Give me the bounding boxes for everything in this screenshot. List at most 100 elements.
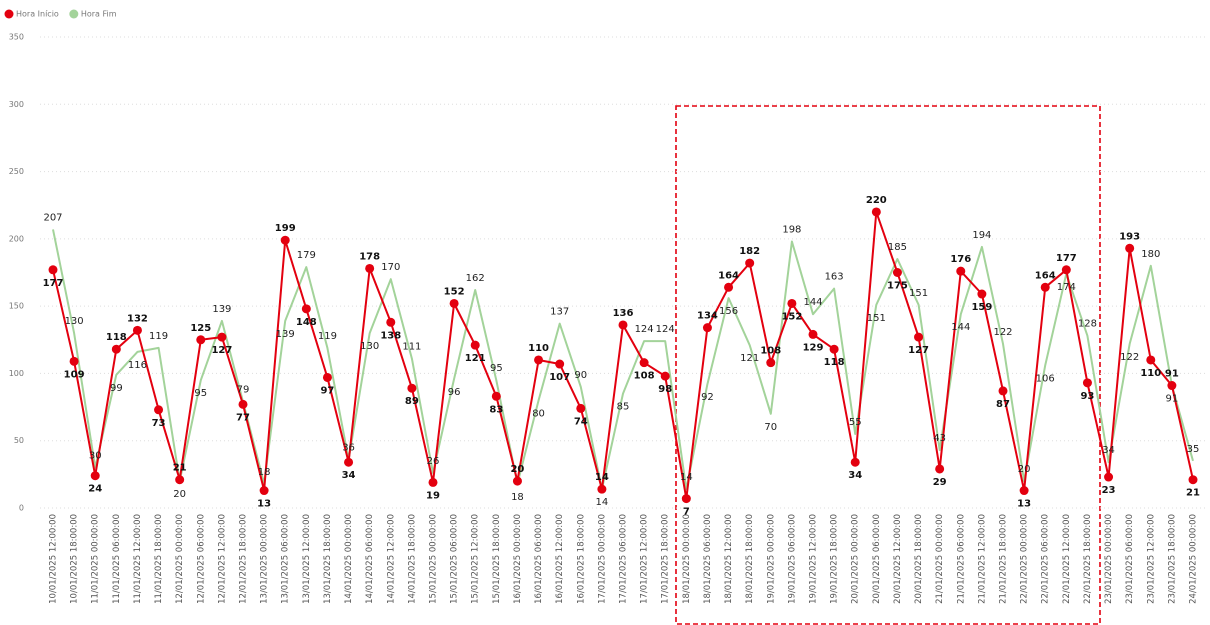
x-tick-label: 22/01/2025 06:00:00 [1041,514,1051,604]
data-label: 21 [1186,488,1200,499]
x-tick-label: 11/01/2025 06:00:00 [112,514,122,604]
x-tick-label: 14/01/2025 12:00:00 [386,514,396,604]
x-tick-label: 12/01/2025 00:00:00 [175,514,185,604]
data-label: 151 [867,313,886,324]
data-label: 55 [849,417,862,428]
data-label: 110 [528,343,549,354]
data-label: 159 [971,302,992,313]
x-tick-label: 14/01/2025 00:00:00 [344,514,354,604]
point-marker [745,258,755,268]
point-marker [111,344,121,354]
x-tick-label: 13/01/2025 00:00:00 [260,514,270,604]
data-label: 14 [596,497,609,508]
data-label: 121 [740,353,759,364]
data-label: 182 [739,246,760,257]
data-label: 90 [574,370,587,381]
data-label: 19 [426,490,440,501]
x-tick-label: 17/01/2025 00:00:00 [597,514,607,604]
data-label: 109 [64,369,85,380]
point-marker [344,457,354,467]
x-tick-label: 21/01/2025 18:00:00 [999,514,1009,604]
data-label: 97 [320,385,334,396]
data-label: 108 [634,371,655,382]
x-tick-label: 15/01/2025 18:00:00 [492,514,502,604]
x-tick-label: 15/01/2025 12:00:00 [471,514,481,604]
data-label: 122 [993,327,1012,338]
point-marker [407,383,417,393]
data-label: 20 [510,464,524,475]
point-marker [175,475,185,485]
data-label: 98 [658,384,672,395]
data-label: 43 [933,433,946,444]
data-label: 130 [360,341,379,352]
point-marker [914,332,924,342]
x-tick-label: 23/01/2025 12:00:00 [1146,514,1156,604]
data-label: 95 [194,388,207,399]
data-label: 34 [1102,445,1115,456]
point-marker [512,476,522,486]
data-label: 144 [951,322,970,333]
x-tick-label: 11/01/2025 00:00:00 [91,514,101,604]
data-label: 34 [342,470,356,481]
data-label: 89 [405,396,419,407]
point-marker [1167,381,1177,391]
x-tick-label: 21/01/2025 00:00:00 [935,514,945,604]
data-label: 13 [257,499,271,510]
data-label: 138 [380,330,401,341]
y-tick-label: 0 [19,504,24,513]
x-tick-label: 19/01/2025 00:00:00 [766,514,776,604]
data-label: 18 [258,467,271,478]
point-marker [956,266,966,276]
x-tick-label: 20/01/2025 00:00:00 [851,514,861,604]
x-tick-label: 23/01/2025 00:00:00 [1104,514,1114,604]
x-tick-label: 11/01/2025 18:00:00 [154,514,164,604]
data-label: 108 [760,346,781,357]
point-marker [386,317,396,327]
point-marker [491,391,501,401]
data-label: 92 [701,392,714,403]
legend-marker [4,9,14,19]
data-label: 180 [1141,249,1160,260]
data-label: 30 [89,451,102,462]
point-marker [259,486,269,496]
x-tick-label: 17/01/2025 06:00:00 [619,514,629,604]
data-label: 34 [848,470,862,481]
x-tick-label: 17/01/2025 12:00:00 [640,514,650,604]
x-tick-label: 20/01/2025 18:00:00 [914,514,924,604]
data-label: 139 [276,329,295,340]
data-label: 127 [908,345,929,356]
data-label: 21 [173,463,187,474]
data-label: 124 [635,324,654,335]
data-label: 176 [950,254,971,265]
data-label: 119 [318,331,337,342]
x-tick-label: 20/01/2025 12:00:00 [893,514,903,604]
x-tick-label: 14/01/2025 18:00:00 [407,514,417,604]
data-label: 106 [1036,373,1055,384]
data-label: 96 [448,387,461,398]
data-label: 139 [212,304,231,315]
data-label: 111 [402,342,421,353]
data-label: 93 [1080,391,1094,402]
x-tick-label: 10/01/2025 12:00:00 [49,514,59,604]
data-label: 132 [127,313,148,324]
legend-marker [69,9,79,19]
data-label: 20 [1018,464,1031,475]
legend-label: Hora Início [16,10,59,19]
data-label: 35 [1187,444,1200,455]
data-label: 23 [1102,485,1116,496]
point-marker [977,289,987,299]
point-marker [238,399,248,409]
x-tick-label: 12/01/2025 12:00:00 [217,514,227,604]
x-tick-label: 24/01/2025 00:00:00 [1189,514,1199,604]
x-tick-label: 20/01/2025 06:00:00 [872,514,882,604]
highlight-box [675,105,1101,625]
data-label: 164 [1035,270,1056,281]
data-label: 79 [237,385,250,396]
data-label: 170 [381,262,400,273]
point-marker [639,358,649,368]
data-label: 177 [43,278,64,289]
series-line [52,229,1194,491]
point-marker [681,494,691,504]
point-marker [1104,472,1114,482]
